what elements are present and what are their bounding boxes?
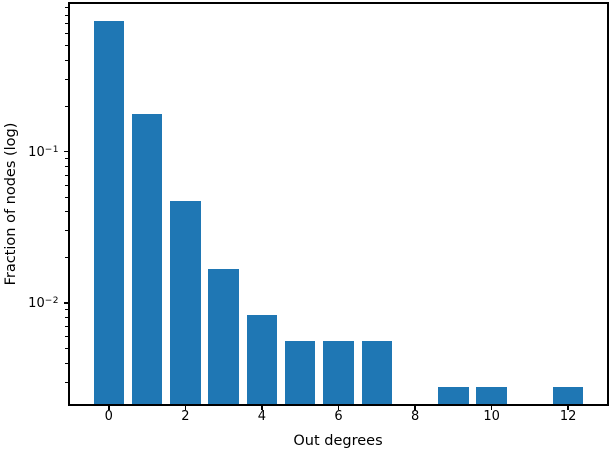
bar-x2 (170, 201, 201, 404)
y-minor-tick (65, 33, 68, 35)
bar-x7 (361, 341, 393, 404)
x-tick-mark-4 (261, 406, 263, 410)
x-tick-mark-0 (108, 406, 110, 410)
x-tick-label-0: 0 (104, 409, 113, 424)
y-minor-tick (65, 184, 68, 186)
y-minor-tick (65, 348, 68, 350)
bar-x4 (246, 315, 278, 404)
y-minor-tick (65, 174, 68, 176)
y-minor-tick (65, 158, 68, 160)
y-minor-tick (65, 256, 68, 258)
bar-x6 (323, 341, 354, 404)
bar-x5 (284, 341, 316, 404)
y-tick-label-0.1: 10−1 (28, 144, 59, 160)
x-tick-mark-12 (567, 406, 569, 410)
y-tick-mark-0.1 (63, 150, 68, 153)
x-tick-mark-8 (414, 406, 416, 410)
y-minor-tick (65, 105, 68, 107)
bar-x1 (131, 113, 163, 404)
y-minor-tick (65, 362, 68, 364)
x-tick-label-12: 12 (559, 409, 577, 424)
x-tick-label-2: 2 (181, 409, 190, 424)
x-tick-label-4: 4 (257, 409, 267, 424)
x-tick-mark-6 (337, 406, 340, 410)
y-minor-tick (65, 325, 68, 327)
y-minor-tick (65, 211, 68, 213)
y-minor-tick (65, 45, 68, 47)
y-minor-tick (65, 79, 68, 81)
y-minor-tick (65, 317, 68, 319)
y-minor-tick (65, 381, 68, 383)
x-tick-label-10: 10 (483, 409, 500, 424)
y-minor-tick (65, 23, 68, 25)
bar-x9 (438, 386, 469, 404)
x-axis-label: Out degrees (293, 433, 383, 449)
y-minor-tick (65, 6, 68, 8)
x-tick-label-8: 8 (410, 409, 420, 424)
x-tick-mark-2 (184, 406, 187, 410)
y-minor-tick (65, 309, 68, 311)
x-tick-label-6: 6 (334, 409, 343, 424)
y-tick-mark-0.01 (63, 302, 68, 304)
y-axis-label: Fraction of nodes (log) (3, 122, 19, 286)
y-minor-tick (65, 60, 68, 62)
y-minor-tick (65, 14, 68, 16)
y-minor-tick (65, 336, 68, 338)
bar-x0 (93, 21, 125, 404)
bar-x12 (552, 386, 584, 404)
x-tick-mark-10 (490, 406, 493, 410)
y-minor-tick (65, 230, 68, 232)
bar-x10 (476, 386, 507, 404)
bar-x3 (208, 269, 239, 404)
y-minor-tick (65, 165, 68, 167)
y-minor-tick (65, 196, 68, 198)
y-tick-label-0.01: 10−2 (28, 296, 59, 312)
